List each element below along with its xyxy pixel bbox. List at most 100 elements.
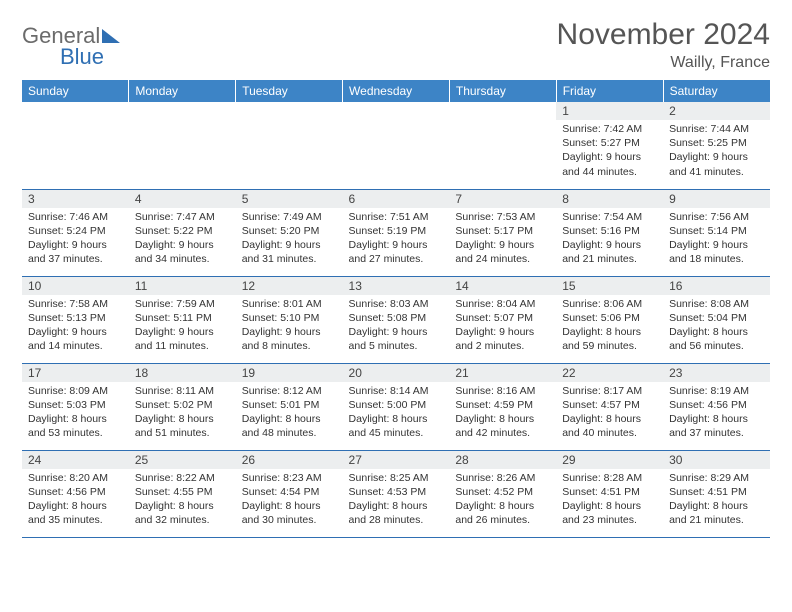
day-info: Sunrise: 8:29 AMSunset: 4:51 PMDaylight:…: [663, 471, 770, 532]
sun-info: Sunrise: 7:51 AMSunset: 5:19 PMDaylight:…: [347, 210, 446, 267]
sun-info: Sunrise: 8:17 AMSunset: 4:57 PMDaylight:…: [560, 384, 659, 441]
day-info: Sunrise: 8:06 AMSunset: 5:06 PMDaylight:…: [556, 297, 663, 358]
weekday-header: Sunday: [22, 80, 129, 102]
title-block: November 2024 Wailly, France: [557, 18, 770, 72]
logo-text: General Blue: [22, 24, 120, 68]
week-row: 3 Sunrise: 7:46 AMSunset: 5:24 PMDaylight…: [22, 189, 770, 276]
sun-info: Sunrise: 7:44 AMSunset: 5:25 PMDaylight:…: [667, 122, 766, 179]
day-number: 26: [236, 451, 343, 469]
day-info: Sunrise: 8:28 AMSunset: 4:51 PMDaylight:…: [556, 471, 663, 532]
day-cell: 7Sunrise: 7:53 AMSunset: 5:17 PMDaylight…: [449, 189, 556, 276]
day-number: 1: [556, 102, 663, 120]
logo-triangle-icon: [102, 29, 120, 43]
day-info: Sunrise: 8:25 AMSunset: 4:53 PMDaylight:…: [343, 471, 450, 532]
calendar-table: SundayMondayTuesdayWednesdayThursdayFrid…: [22, 80, 770, 538]
sun-info: Sunrise: 8:26 AMSunset: 4:52 PMDaylight:…: [453, 471, 552, 528]
sun-info: Sunrise: 7:42 AMSunset: 5:27 PMDaylight:…: [560, 122, 659, 179]
weekday-header: Friday: [556, 80, 663, 102]
day-cell: [129, 102, 236, 189]
day-number: 15: [556, 277, 663, 295]
sun-info: Sunrise: 7:49 AMSunset: 5:20 PMDaylight:…: [240, 210, 339, 267]
week-row: 17 Sunrise: 8:09 AMSunset: 5:03 PMDayligh…: [22, 363, 770, 450]
day-cell: 9 Sunrise: 7:56 AMSunset: 5:14 PMDaylight…: [663, 189, 770, 276]
sun-info: Sunrise: 8:22 AMSunset: 4:55 PMDaylight:…: [133, 471, 232, 528]
sun-info: Sunrise: 7:53 AMSunset: 5:17 PMDaylight:…: [453, 210, 552, 267]
day-number: 9: [663, 190, 770, 208]
day-info: Sunrise: 8:04 AMSunset: 5:07 PMDaylight:…: [449, 297, 556, 358]
day-cell: 24Sunrise: 8:20 AMSunset: 4:56 PMDayligh…: [22, 450, 129, 537]
weekday-header: Saturday: [663, 80, 770, 102]
day-cell: 17 Sunrise: 8:09 AMSunset: 5:03 PMDayligh…: [22, 363, 129, 450]
day-info: Sunrise: 8:11 AMSunset: 5:02 PMDaylight:…: [129, 384, 236, 445]
day-info: Sunrise: 8:09 AMSunset: 5:03 PMDaylight:…: [22, 384, 129, 445]
day-number: 18: [129, 364, 236, 382]
day-info: Sunrise: 8:20 AMSunset: 4:56 PMDaylight:…: [22, 471, 129, 532]
day-number: 27: [343, 451, 450, 469]
day-number: 8: [556, 190, 663, 208]
sun-info: Sunrise: 8:01 AMSunset: 5:10 PMDaylight:…: [240, 297, 339, 354]
day-info: Sunrise: 7:42 AMSunset: 5:27 PMDaylight:…: [556, 122, 663, 183]
day-cell: 13Sunrise: 8:03 AMSunset: 5:08 PMDayligh…: [343, 276, 450, 363]
day-cell: 30Sunrise: 8:29 AMSunset: 4:51 PMDayligh…: [663, 450, 770, 537]
day-number: 16: [663, 277, 770, 295]
sun-info: Sunrise: 8:16 AMSunset: 4:59 PMDaylight:…: [453, 384, 552, 441]
day-cell: [449, 102, 556, 189]
day-info: Sunrise: 8:19 AMSunset: 4:56 PMDaylight:…: [663, 384, 770, 445]
day-cell: 6 Sunrise: 7:51 AMSunset: 5:19 PMDaylight…: [343, 189, 450, 276]
day-cell: 16 Sunrise: 8:08 AMSunset: 5:04 PMDayligh…: [663, 276, 770, 363]
sun-info: Sunrise: 8:04 AMSunset: 5:07 PMDaylight:…: [453, 297, 552, 354]
sun-info: Sunrise: 7:46 AMSunset: 5:24 PMDaylight:…: [26, 210, 125, 267]
sun-info: Sunrise: 8:19 AMSunset: 4:56 PMDaylight:…: [667, 384, 766, 441]
day-number: 29: [556, 451, 663, 469]
day-number: 17: [22, 364, 129, 382]
sun-info: Sunrise: 7:58 AMSunset: 5:13 PMDaylight:…: [26, 297, 125, 354]
day-number: 19: [236, 364, 343, 382]
day-cell: 21Sunrise: 8:16 AMSunset: 4:59 PMDayligh…: [449, 363, 556, 450]
weekday-header: Wednesday: [343, 80, 450, 102]
day-cell: 4Sunrise: 7:47 AMSunset: 5:22 PMDaylight…: [129, 189, 236, 276]
day-number: 2: [663, 102, 770, 120]
day-info: Sunrise: 7:58 AMSunset: 5:13 PMDaylight:…: [22, 297, 129, 358]
day-info: Sunrise: 8:16 AMSunset: 4:59 PMDaylight:…: [449, 384, 556, 445]
day-info: Sunrise: 8:23 AMSunset: 4:54 PMDaylight:…: [236, 471, 343, 532]
day-info: Sunrise: 7:56 AMSunset: 5:14 PMDaylight:…: [663, 210, 770, 271]
day-info: Sunrise: 7:59 AMSunset: 5:11 PMDaylight:…: [129, 297, 236, 358]
day-info: Sunrise: 8:17 AMSunset: 4:57 PMDaylight:…: [556, 384, 663, 445]
day-number: 10: [22, 277, 129, 295]
week-row: 24Sunrise: 8:20 AMSunset: 4:56 PMDayligh…: [22, 450, 770, 537]
day-cell: 8Sunrise: 7:54 AMSunset: 5:16 PMDaylight…: [556, 189, 663, 276]
day-cell: 29 Sunrise: 8:28 AMSunset: 4:51 PMDayligh…: [556, 450, 663, 537]
day-number: 23: [663, 364, 770, 382]
sun-info: Sunrise: 8:23 AMSunset: 4:54 PMDaylight:…: [240, 471, 339, 528]
day-number: 3: [22, 190, 129, 208]
location-label: Wailly, France: [557, 54, 770, 72]
day-number: 6: [343, 190, 450, 208]
day-cell: 25Sunrise: 8:22 AMSunset: 4:55 PMDayligh…: [129, 450, 236, 537]
day-info: Sunrise: 7:44 AMSunset: 5:25 PMDaylight:…: [663, 122, 770, 183]
logo-word2: Blue: [60, 45, 120, 68]
day-number: 5: [236, 190, 343, 208]
day-cell: [22, 102, 129, 189]
day-info: Sunrise: 8:14 AMSunset: 5:00 PMDaylight:…: [343, 384, 450, 445]
day-number: 20: [343, 364, 450, 382]
day-info: Sunrise: 8:22 AMSunset: 4:55 PMDaylight:…: [129, 471, 236, 532]
day-number: 22: [556, 364, 663, 382]
day-cell: 12 Sunrise: 8:01 AMSunset: 5:10 PMDayligh…: [236, 276, 343, 363]
sun-info: Sunrise: 8:14 AMSunset: 5:00 PMDaylight:…: [347, 384, 446, 441]
sun-info: Sunrise: 8:25 AMSunset: 4:53 PMDaylight:…: [347, 471, 446, 528]
day-number: 12: [236, 277, 343, 295]
day-cell: 28Sunrise: 8:26 AMSunset: 4:52 PMDayligh…: [449, 450, 556, 537]
sun-info: Sunrise: 8:03 AMSunset: 5:08 PMDaylight:…: [347, 297, 446, 354]
page-title: November 2024: [557, 18, 770, 52]
day-cell: 26 Sunrise: 8:23 AMSunset: 4:54 PMDayligh…: [236, 450, 343, 537]
day-info: Sunrise: 8:08 AMSunset: 5:04 PMDaylight:…: [663, 297, 770, 358]
day-cell: [343, 102, 450, 189]
day-cell: 5 Sunrise: 7:49 AMSunset: 5:20 PMDaylight…: [236, 189, 343, 276]
day-number: 14: [449, 277, 556, 295]
weekday-header: Thursday: [449, 80, 556, 102]
day-cell: 18 Sunrise: 8:11 AMSunset: 5:02 PMDayligh…: [129, 363, 236, 450]
day-cell: 2 Sunrise: 7:44 AMSunset: 5:25 PMDaylight…: [663, 102, 770, 189]
day-cell: 23 Sunrise: 8:19 AMSunset: 4:56 PMDayligh…: [663, 363, 770, 450]
sun-info: Sunrise: 8:09 AMSunset: 5:03 PMDaylight:…: [26, 384, 125, 441]
day-cell: 3 Sunrise: 7:46 AMSunset: 5:24 PMDaylight…: [22, 189, 129, 276]
